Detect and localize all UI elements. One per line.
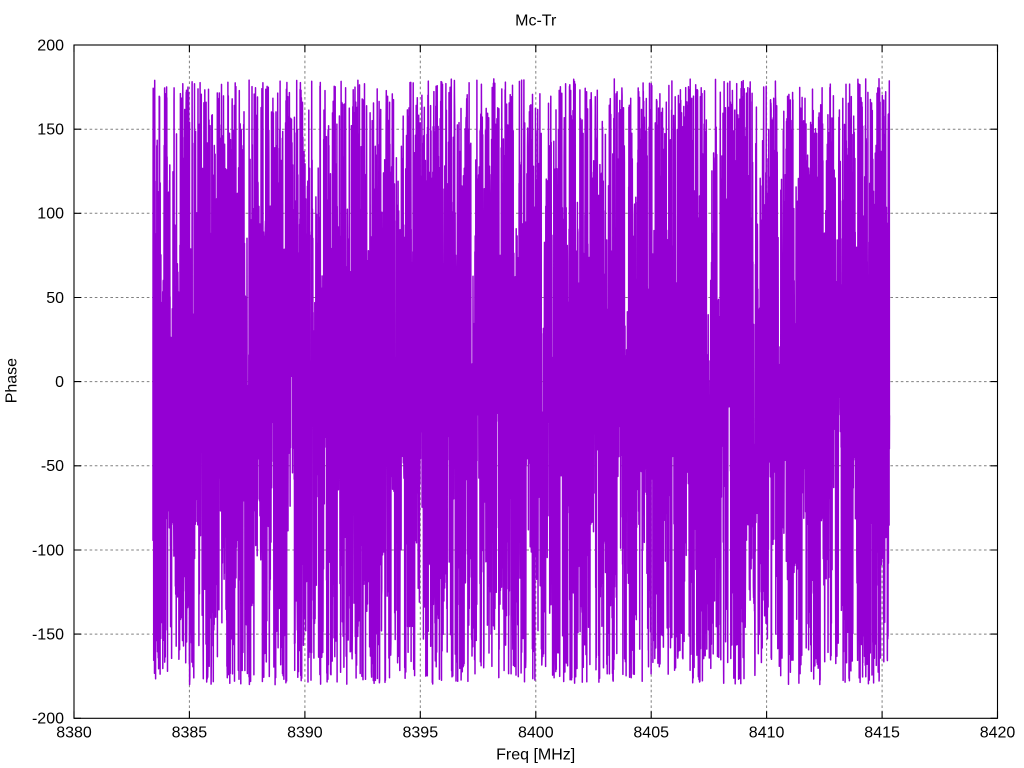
svg-text:Phase: Phase [4, 358, 21, 403]
svg-text:100: 100 [37, 206, 64, 223]
svg-text:8390: 8390 [287, 725, 323, 742]
svg-text:200: 200 [37, 37, 64, 54]
svg-text:150: 150 [37, 122, 64, 139]
svg-text:0: 0 [55, 374, 64, 391]
svg-text:8415: 8415 [864, 725, 900, 742]
svg-text:-200: -200 [32, 711, 64, 728]
svg-text:8380: 8380 [56, 725, 92, 742]
svg-text:8420: 8420 [980, 725, 1016, 742]
svg-text:50: 50 [46, 290, 64, 307]
svg-text:8385: 8385 [172, 725, 208, 742]
svg-text:8400: 8400 [518, 725, 554, 742]
svg-text:-50: -50 [41, 458, 64, 475]
svg-text:8395: 8395 [403, 725, 439, 742]
svg-text:Mc-Tr: Mc-Tr [515, 13, 557, 30]
svg-text:Freq [MHz]: Freq [MHz] [496, 747, 575, 764]
svg-text:-150: -150 [32, 626, 64, 643]
svg-text:8405: 8405 [633, 725, 669, 742]
svg-text:-100: -100 [32, 542, 64, 559]
svg-text:8410: 8410 [749, 725, 785, 742]
